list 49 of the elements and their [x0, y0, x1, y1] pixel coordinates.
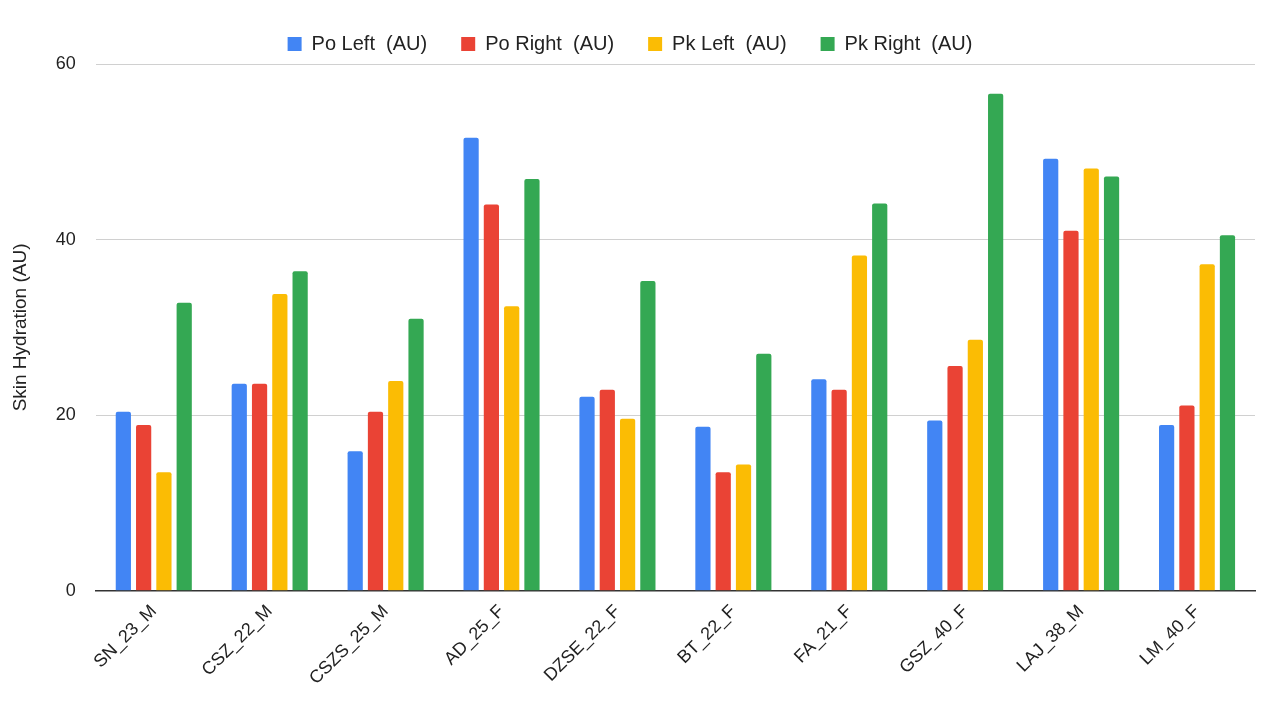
y-axis-title: Skin Hydration (AU)	[8, 243, 30, 412]
bar	[947, 366, 963, 591]
bar	[115, 411, 131, 591]
bar	[988, 93, 1004, 591]
legend-label: Pk Right (AU)	[844, 31, 973, 54]
bar	[347, 451, 363, 591]
bar	[619, 418, 636, 591]
bar	[811, 379, 827, 591]
bar	[292, 271, 308, 591]
bar	[1103, 176, 1120, 591]
y-tick-label: 20	[55, 404, 76, 425]
bar	[695, 426, 711, 591]
legend-label: Po Right (AU)	[485, 31, 615, 54]
legend-label: Pk Left (AU)	[672, 31, 787, 54]
bar	[851, 255, 868, 591]
bar	[367, 411, 384, 591]
bar	[524, 179, 540, 591]
bar	[967, 339, 983, 591]
bar	[1083, 168, 1099, 591]
bar	[1159, 424, 1175, 591]
bar	[463, 137, 479, 591]
bar	[599, 389, 615, 591]
legend-label: Po Left (AU)	[311, 31, 428, 54]
bar	[176, 302, 192, 591]
bar	[483, 204, 499, 591]
bar	[1063, 230, 1079, 591]
bar	[1219, 235, 1236, 591]
bar	[640, 280, 656, 591]
bar	[715, 472, 731, 591]
bar	[388, 381, 404, 591]
bar	[156, 472, 172, 591]
bar	[579, 396, 595, 591]
bar	[231, 383, 247, 591]
bar	[927, 420, 943, 591]
bar	[872, 203, 888, 591]
bar	[756, 353, 772, 591]
bar	[1179, 405, 1195, 591]
bar	[408, 318, 424, 591]
bar	[831, 389, 847, 591]
bar	[1043, 158, 1059, 591]
bar	[251, 383, 268, 591]
y-tick-label: 40	[55, 228, 76, 249]
y-tick-label: 0	[65, 579, 76, 600]
y-tick-label: 60	[55, 52, 76, 73]
bar	[1199, 264, 1215, 591]
bar	[504, 306, 520, 591]
bar	[136, 424, 152, 591]
bar	[272, 294, 288, 591]
bar	[735, 464, 752, 591]
